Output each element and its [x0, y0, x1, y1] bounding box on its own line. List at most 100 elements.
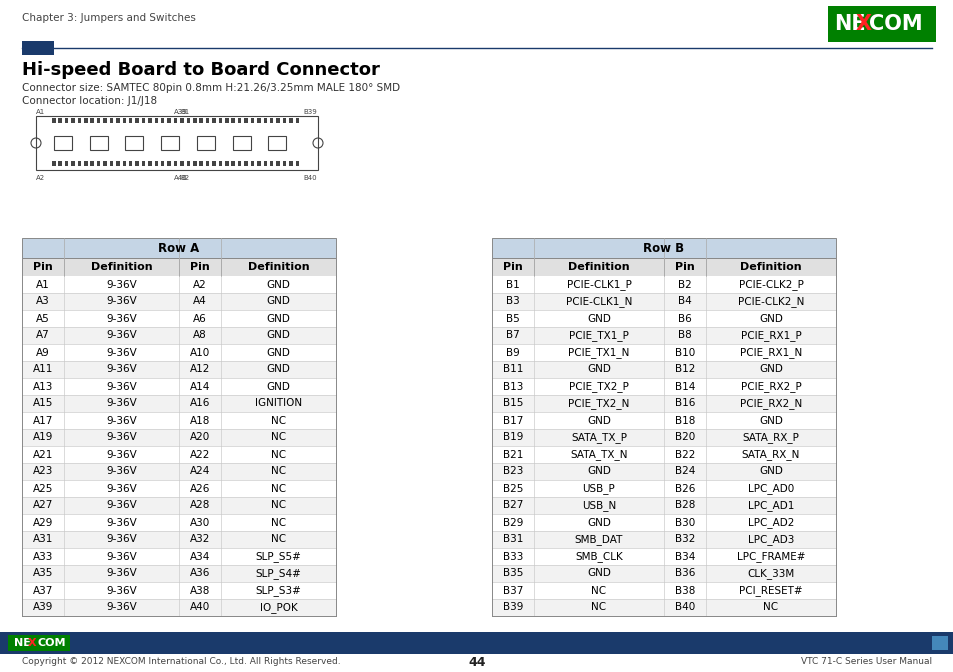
Bar [161, 118, 164, 123]
Text: LPC_FRAME#: LPC_FRAME# [736, 551, 804, 562]
Bar [492, 276, 835, 293]
Bar [84, 118, 88, 123]
Text: Definition: Definition [740, 262, 801, 272]
Text: A8: A8 [193, 331, 207, 341]
Text: PCIE_TX1_P: PCIE_TX1_P [569, 330, 628, 341]
Bar [58, 161, 62, 166]
Bar [492, 395, 835, 412]
Bar [187, 118, 190, 123]
Text: 9-36V: 9-36V [106, 415, 136, 425]
Bar [22, 548, 335, 565]
Bar [492, 480, 835, 497]
Text: A10: A10 [190, 347, 210, 358]
Bar [65, 118, 69, 123]
Text: PCIE_RX2_P: PCIE_RX2_P [740, 381, 801, 392]
Text: A40: A40 [190, 603, 210, 612]
Text: A21: A21 [32, 450, 53, 460]
Text: B12: B12 [674, 364, 695, 374]
Text: PCIE_RX1_N: PCIE_RX1_N [740, 347, 801, 358]
Text: A25: A25 [32, 483, 53, 493]
Bar [142, 161, 145, 166]
Text: B14: B14 [674, 382, 695, 392]
Text: Definition: Definition [248, 262, 309, 272]
Bar [54, 136, 71, 150]
Text: PCIE_RX2_N: PCIE_RX2_N [740, 398, 801, 409]
Bar [22, 395, 335, 412]
Text: SATA_TX_P: SATA_TX_P [571, 432, 626, 443]
Text: SLP_S3#: SLP_S3# [255, 585, 301, 596]
Bar [263, 161, 267, 166]
Text: B3: B3 [506, 296, 519, 306]
Bar [122, 118, 126, 123]
Text: B4: B4 [678, 296, 691, 306]
Bar [22, 412, 335, 429]
Text: B27: B27 [502, 501, 522, 511]
Text: NC: NC [271, 433, 286, 442]
Text: B26: B26 [674, 483, 695, 493]
Text: B25: B25 [502, 483, 522, 493]
Text: A26: A26 [190, 483, 210, 493]
Text: 9-36V: 9-36V [106, 382, 136, 392]
Bar [173, 161, 177, 166]
Bar [135, 161, 139, 166]
Bar [77, 118, 81, 123]
Text: PCIE-CLK1_P: PCIE-CLK1_P [566, 279, 631, 290]
Text: Pin: Pin [190, 262, 210, 272]
Text: B2: B2 [180, 175, 189, 181]
Bar [492, 344, 835, 361]
Text: A7: A7 [36, 331, 50, 341]
Bar [492, 514, 835, 531]
Bar [22, 463, 335, 480]
Bar [22, 531, 335, 548]
Text: Hi-speed Board to Board Connector: Hi-speed Board to Board Connector [22, 61, 379, 79]
Bar [233, 136, 251, 150]
Bar [161, 161, 164, 166]
Bar [492, 548, 835, 565]
Bar [295, 161, 299, 166]
Text: B40: B40 [674, 603, 695, 612]
Text: 9-36V: 9-36V [106, 483, 136, 493]
Text: Row B: Row B [642, 241, 684, 255]
Text: A12: A12 [190, 364, 210, 374]
Bar [492, 497, 835, 514]
Text: 9-36V: 9-36V [106, 331, 136, 341]
Bar [129, 161, 132, 166]
Text: A3: A3 [36, 296, 50, 306]
Text: B18: B18 [674, 415, 695, 425]
Text: USB_N: USB_N [581, 500, 616, 511]
Bar [206, 161, 209, 166]
Text: COM: COM [868, 14, 922, 34]
Text: SLP_S5#: SLP_S5# [255, 551, 301, 562]
Text: B28: B28 [674, 501, 695, 511]
Bar [154, 118, 158, 123]
Text: Definition: Definition [91, 262, 152, 272]
Bar [22, 238, 335, 258]
Bar [180, 161, 184, 166]
Bar [0, 632, 953, 654]
Text: NE: NE [833, 14, 865, 34]
Bar [22, 565, 335, 582]
Text: A40: A40 [173, 175, 187, 181]
Bar [295, 118, 299, 123]
Bar [103, 118, 107, 123]
Bar [492, 531, 835, 548]
Bar [492, 565, 835, 582]
Bar [193, 161, 196, 166]
Text: 44: 44 [468, 655, 485, 669]
Text: GND: GND [586, 466, 610, 476]
Bar [110, 161, 113, 166]
Text: GND: GND [759, 314, 782, 323]
Text: A24: A24 [190, 466, 210, 476]
Text: B11: B11 [502, 364, 522, 374]
Bar [91, 161, 94, 166]
Bar [22, 497, 335, 514]
Text: Connector size: SAMTEC 80pin 0.8mm H:21.26/3.25mm MALE 180° SMD: Connector size: SAMTEC 80pin 0.8mm H:21.… [22, 83, 399, 93]
Text: B40: B40 [303, 175, 316, 181]
Text: B7: B7 [506, 331, 519, 341]
Text: LPC_AD2: LPC_AD2 [747, 517, 793, 528]
Bar [251, 161, 254, 166]
Bar [232, 161, 234, 166]
Text: 9-36V: 9-36V [106, 314, 136, 323]
Text: 9-36V: 9-36V [106, 585, 136, 595]
Text: COM: COM [38, 638, 66, 648]
